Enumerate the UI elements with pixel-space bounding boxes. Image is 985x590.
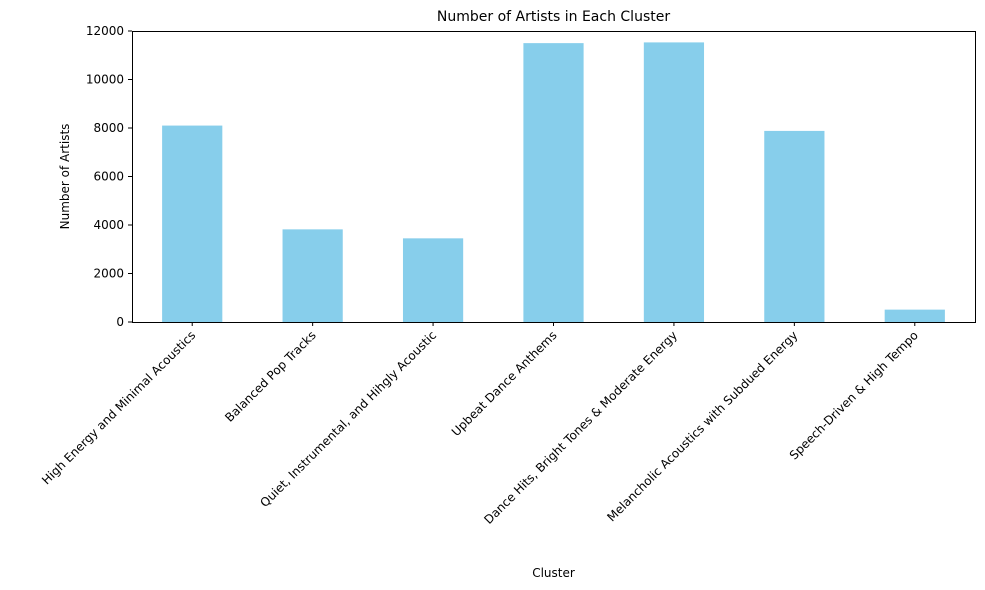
chart-title: Number of Artists in Each Cluster bbox=[437, 9, 670, 25]
bar-5 bbox=[764, 130, 825, 322]
bar-0 bbox=[162, 125, 223, 322]
bar-1 bbox=[282, 229, 343, 322]
y-tick-label: 4000 bbox=[93, 218, 124, 232]
x-tick-label: Melancholic Acoustics with Subdued Energ… bbox=[604, 328, 800, 524]
bar-2 bbox=[402, 238, 464, 322]
plot-frame bbox=[132, 31, 976, 323]
y-tick-label: 2000 bbox=[93, 267, 124, 281]
bar-6 bbox=[884, 309, 945, 322]
y-axis-label: Number of Artists bbox=[58, 124, 72, 230]
bar-4 bbox=[643, 42, 705, 323]
x-tick-label: Upbeat Dance Anthems bbox=[449, 328, 560, 439]
x-tick-label: High Energy and Minimal Acoustics bbox=[39, 328, 198, 487]
x-tick-label: Balanced Pop Tracks bbox=[222, 328, 319, 425]
bar-3 bbox=[523, 43, 584, 322]
y-tick-label: 6000 bbox=[93, 170, 124, 184]
x-axis-label: Cluster bbox=[532, 566, 575, 580]
y-tick-label: 8000 bbox=[93, 121, 124, 135]
x-tick-label: Speech-Driven & High Tempo bbox=[787, 328, 921, 462]
x-tick-label: Dance Hits, Bright Tones & Moderate Ener… bbox=[481, 328, 680, 527]
bars-layer bbox=[162, 42, 945, 323]
y-tick-label: 12000 bbox=[86, 24, 124, 38]
y-tick-label: 0 bbox=[116, 315, 124, 329]
y-tick-label: 10000 bbox=[86, 73, 124, 87]
